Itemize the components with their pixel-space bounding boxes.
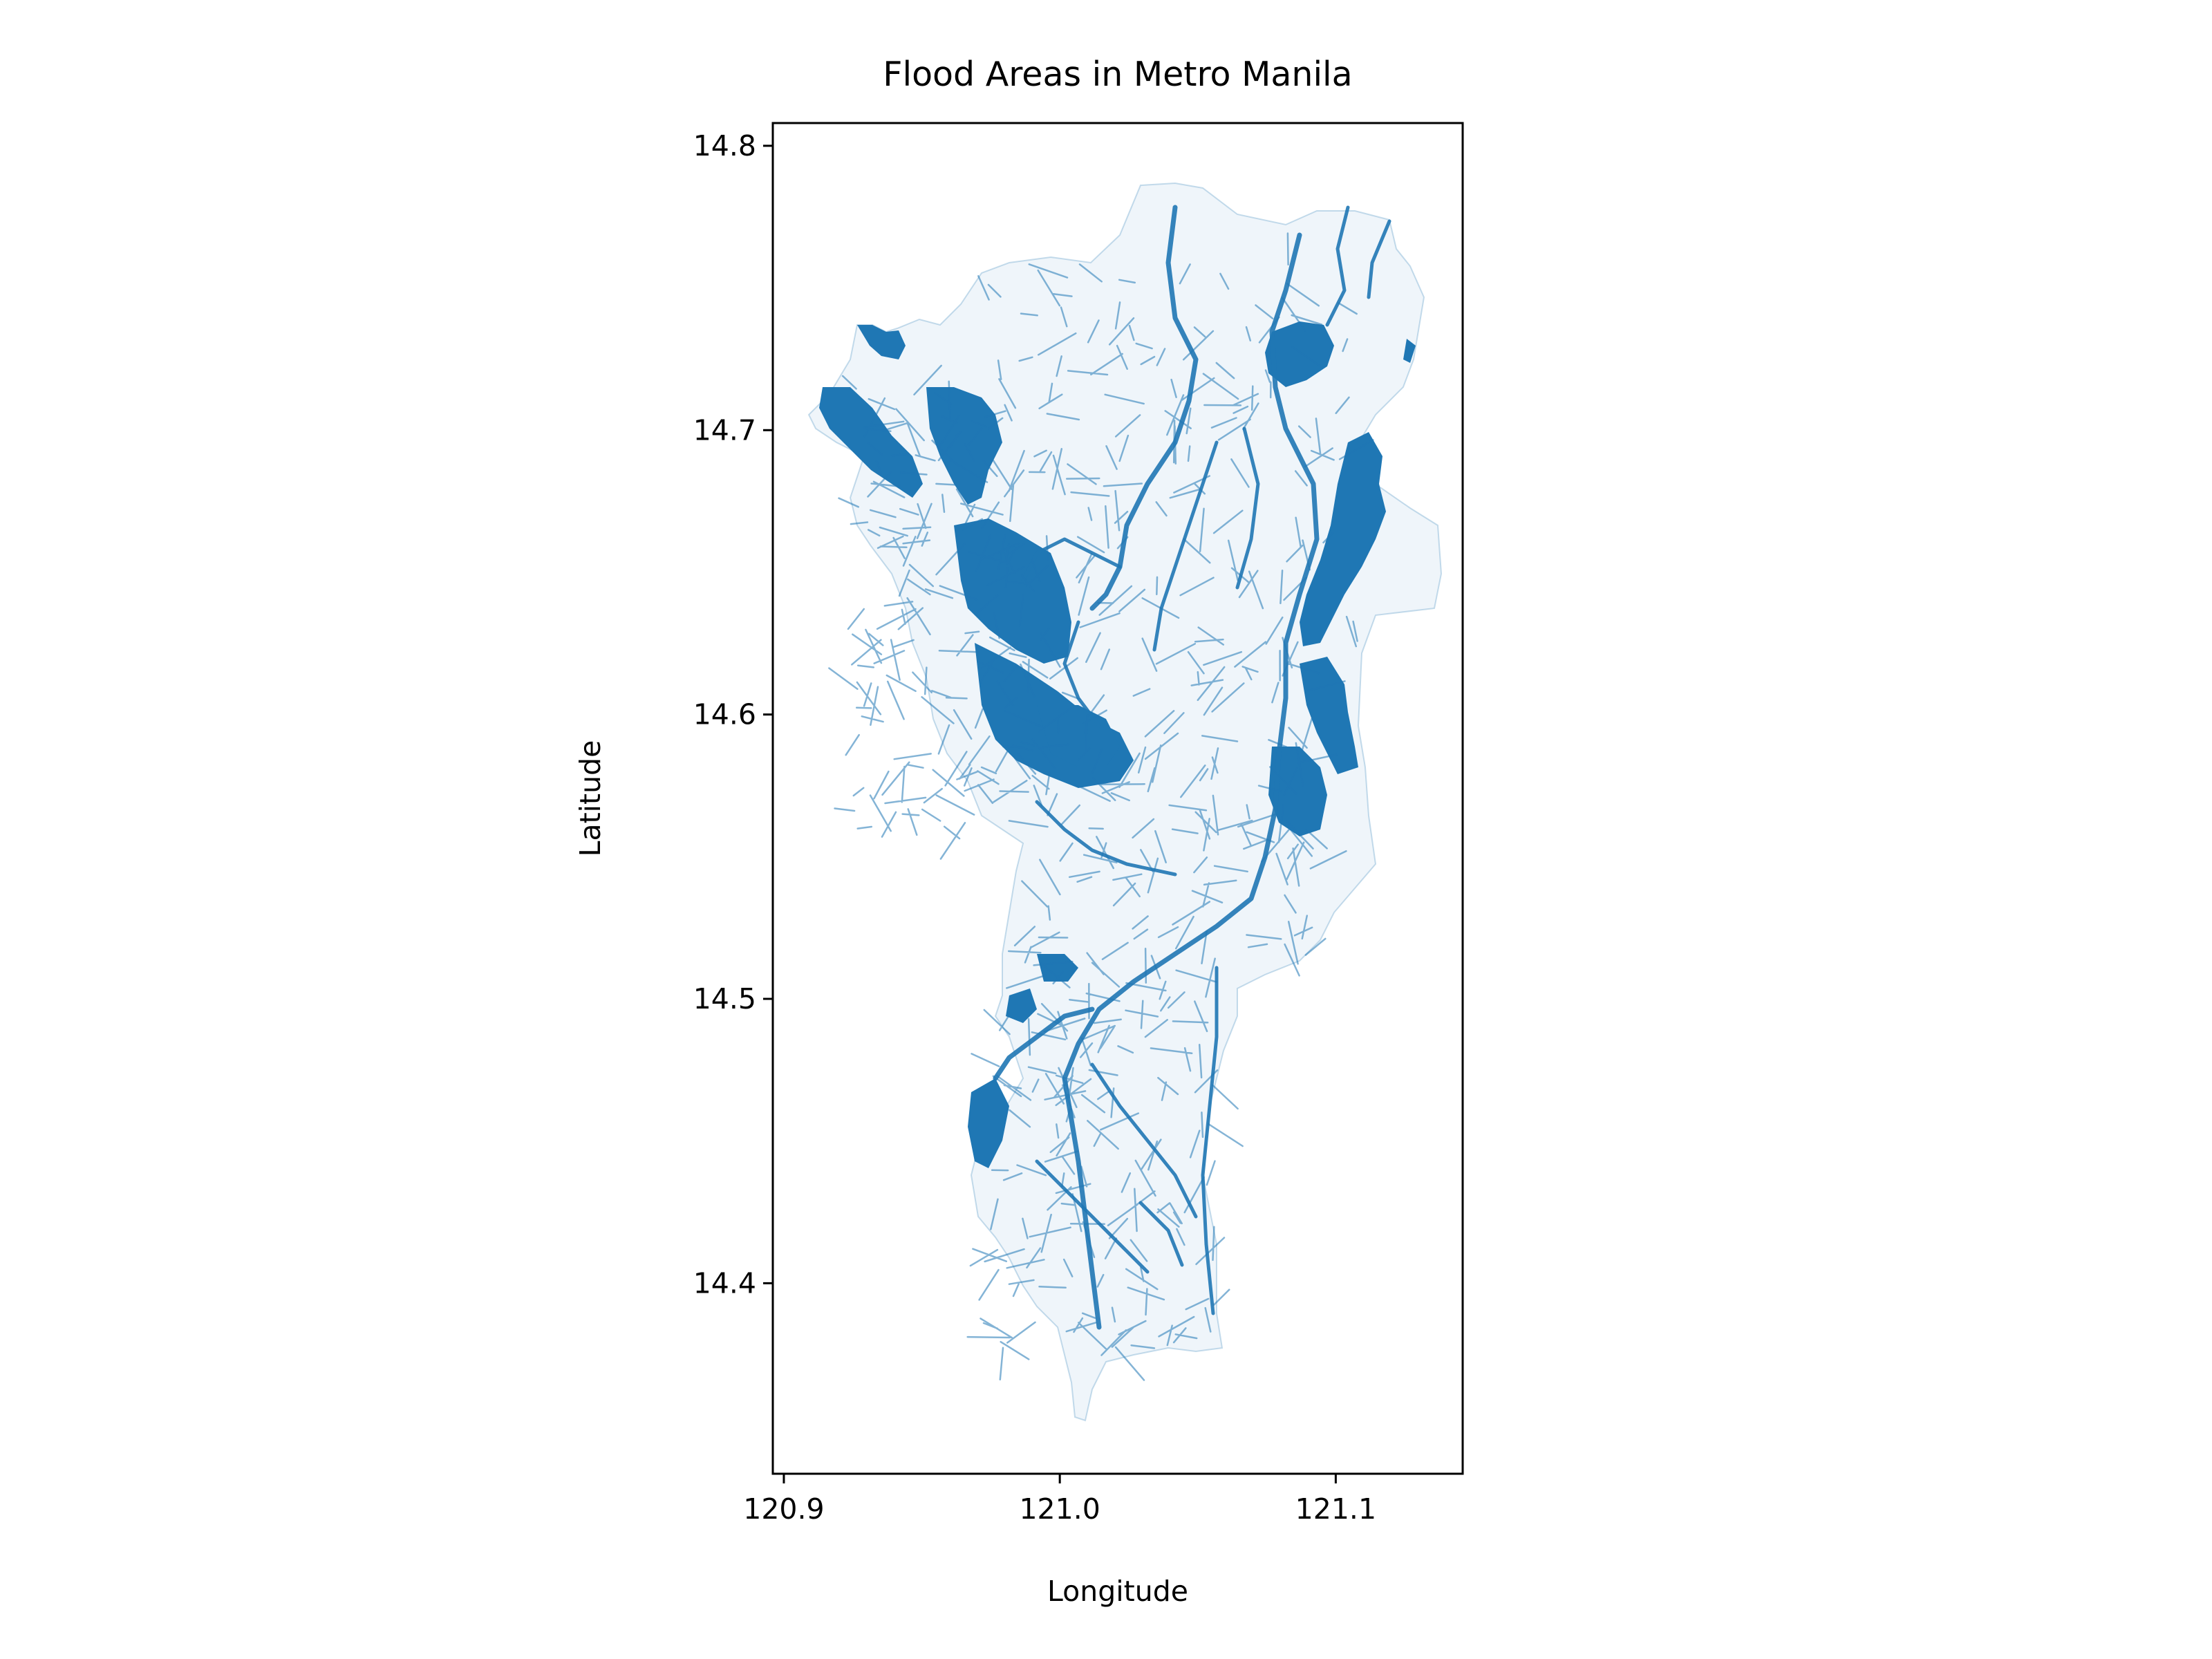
flood-area bbox=[1300, 657, 1358, 774]
flood-channel bbox=[1325, 205, 1350, 327]
x-tick-label: 121.0 bbox=[1019, 1492, 1100, 1526]
flood-channel bbox=[1090, 1062, 1198, 1219]
y-tick-label: 14.6 bbox=[693, 698, 756, 731]
flood-area bbox=[1403, 339, 1416, 363]
flood-channel bbox=[1138, 1201, 1184, 1267]
flood-channel bbox=[1062, 620, 1101, 728]
y-tick-label: 14.8 bbox=[693, 129, 756, 162]
x-tick-label: 121.1 bbox=[1295, 1492, 1376, 1526]
x-axis-label: Longitude bbox=[1047, 1575, 1188, 1608]
flood-area bbox=[819, 387, 923, 498]
flood-channel bbox=[1367, 219, 1391, 299]
flood-area bbox=[1006, 988, 1037, 1023]
plot-area bbox=[807, 182, 1443, 1422]
flood-area bbox=[857, 325, 906, 359]
y-axis: 14.4 14.5 14.6 14.7 14.8 bbox=[693, 129, 773, 1300]
x-axis: 120.9 121.0 121.1 bbox=[743, 1474, 1376, 1526]
y-tick-label: 14.4 bbox=[693, 1266, 756, 1300]
flood-area bbox=[1300, 432, 1386, 646]
axes-frame bbox=[771, 122, 1464, 1475]
flood-area bbox=[1265, 321, 1334, 387]
flood-area bbox=[1037, 954, 1078, 982]
chart-title: Flood Areas in Metro Manila bbox=[883, 55, 1352, 94]
flood-channel bbox=[1035, 1159, 1150, 1274]
flood-channel bbox=[1235, 427, 1260, 590]
flood-tributaries bbox=[828, 232, 1374, 1381]
y-axis-label: Latitude bbox=[574, 740, 607, 857]
x-tick-label: 120.9 bbox=[743, 1492, 824, 1526]
flood-area bbox=[926, 387, 1002, 505]
flood-channel bbox=[1035, 800, 1177, 877]
flood-channel bbox=[1201, 966, 1219, 1315]
flood-area bbox=[968, 1078, 1009, 1168]
y-tick-label: 14.7 bbox=[693, 413, 756, 447]
flood-area-layer bbox=[807, 182, 1443, 1422]
y-tick-label: 14.5 bbox=[693, 982, 756, 1015]
flood-channel bbox=[1152, 440, 1219, 652]
flood-channel bbox=[993, 1006, 1095, 1081]
